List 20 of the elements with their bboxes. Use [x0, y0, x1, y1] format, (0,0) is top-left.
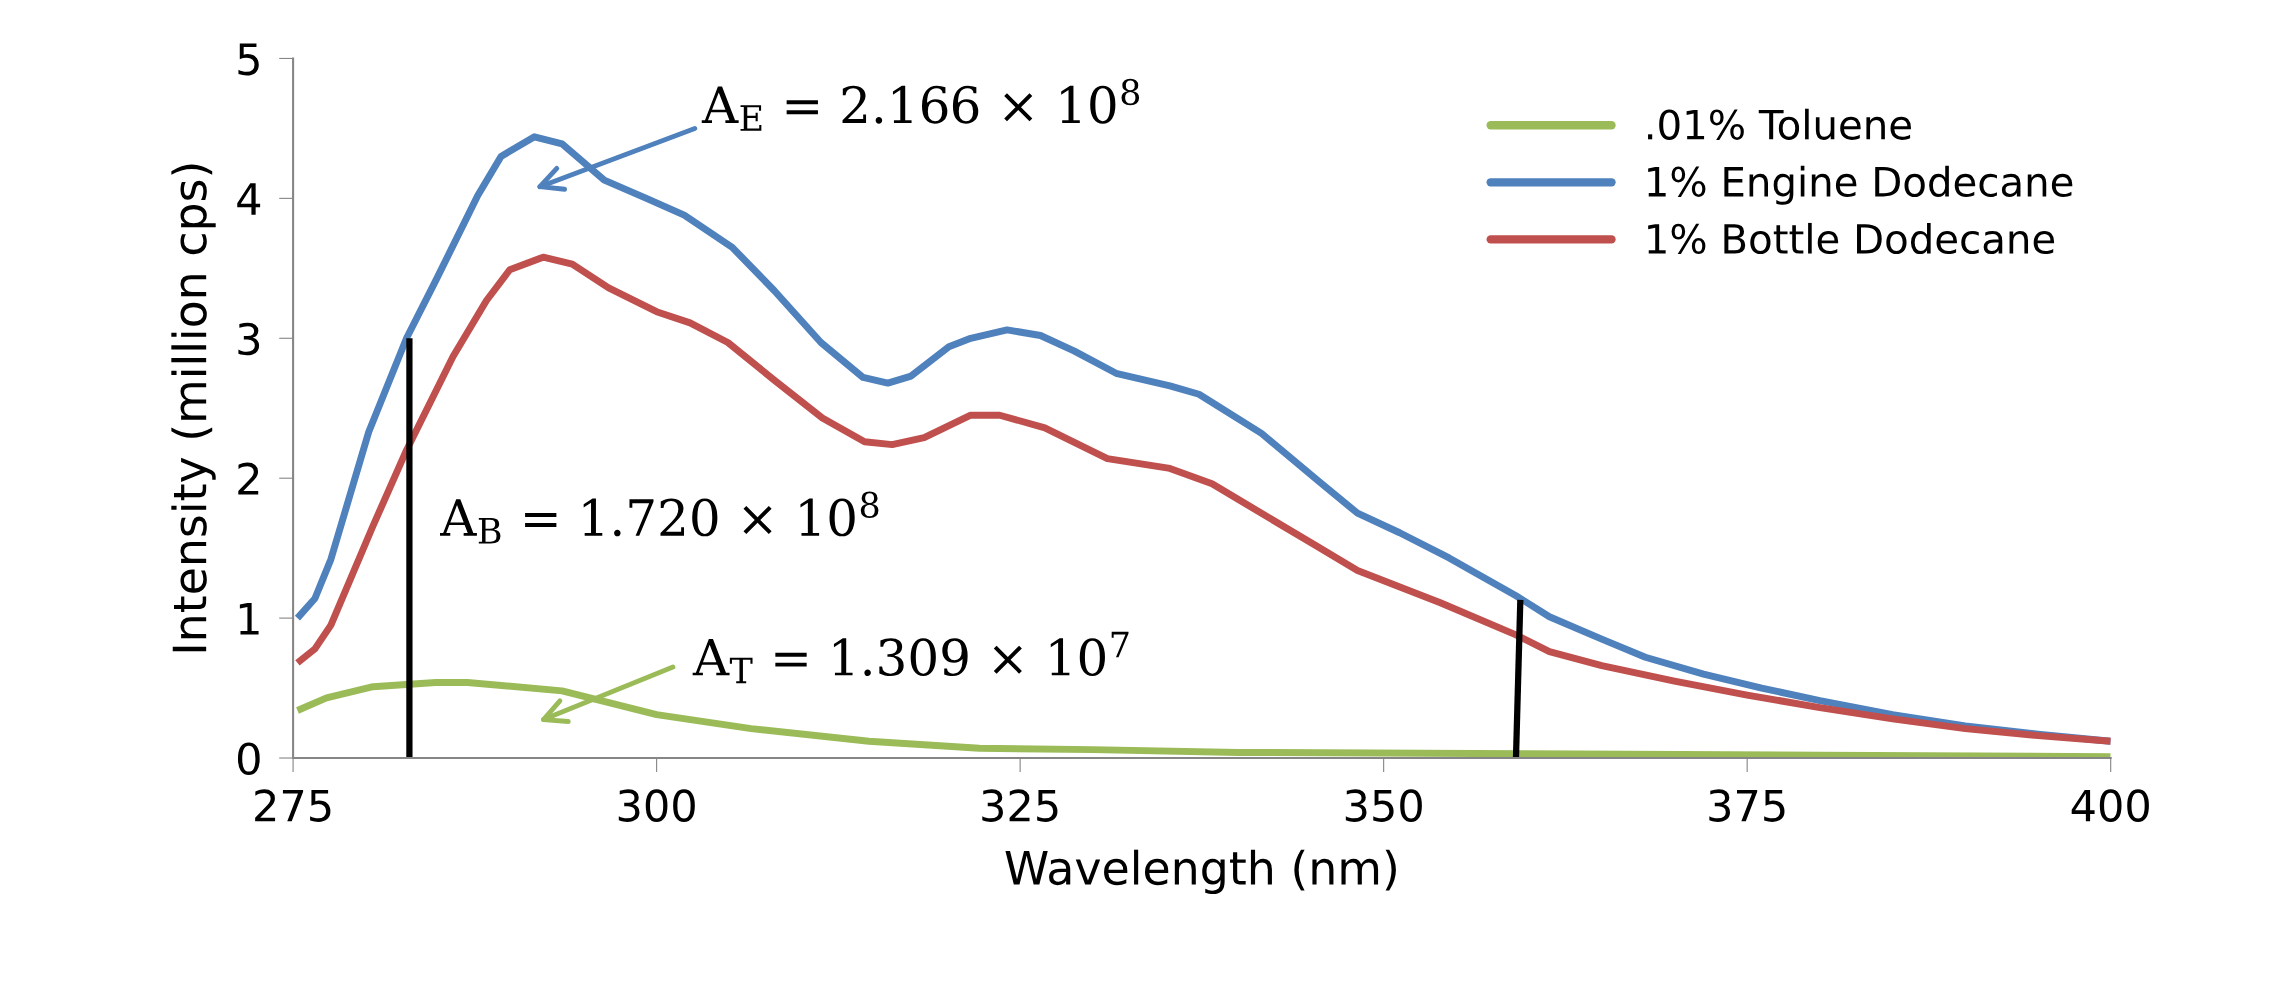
annotation: A$_{B}$ = 1.720 × 10$^{8}$: [440, 491, 879, 544]
x-tick-label: 300: [618, 789, 695, 822]
x-tick-label: 350: [1345, 789, 1422, 822]
x-tick-label: 275: [255, 789, 331, 822]
annotation: A$_{E}$ = 2.166 × 10$^{8}$: [701, 78, 1140, 131]
x-axis-title: Wavelength (nm): [1005, 849, 1396, 895]
y-tick-label: 3: [238, 322, 260, 356]
y-tick-label: 4: [237, 183, 261, 215]
y-tick-label: 2: [238, 462, 259, 495]
x-tick-label: 400: [2071, 789, 2149, 822]
y-tick-label: 1: [239, 603, 259, 635]
y-tick-label: 5: [238, 43, 259, 76]
y-axis-title: Intensity (million cps): [171, 164, 216, 652]
x-tick-label: 375: [1709, 789, 1785, 822]
legend-label: 1% Bottle Dodecane: [1648, 222, 2055, 255]
y-tick-label: 0: [237, 742, 260, 775]
legend-label: 1% Engine Dodecane: [1648, 165, 2073, 205]
annotation: A$_{T}$ = 1.309 × 10$^{7}$: [692, 631, 1129, 684]
legend-label: .01% Toluene: [1648, 108, 1911, 140]
x-tick-label: 325: [982, 789, 1058, 822]
